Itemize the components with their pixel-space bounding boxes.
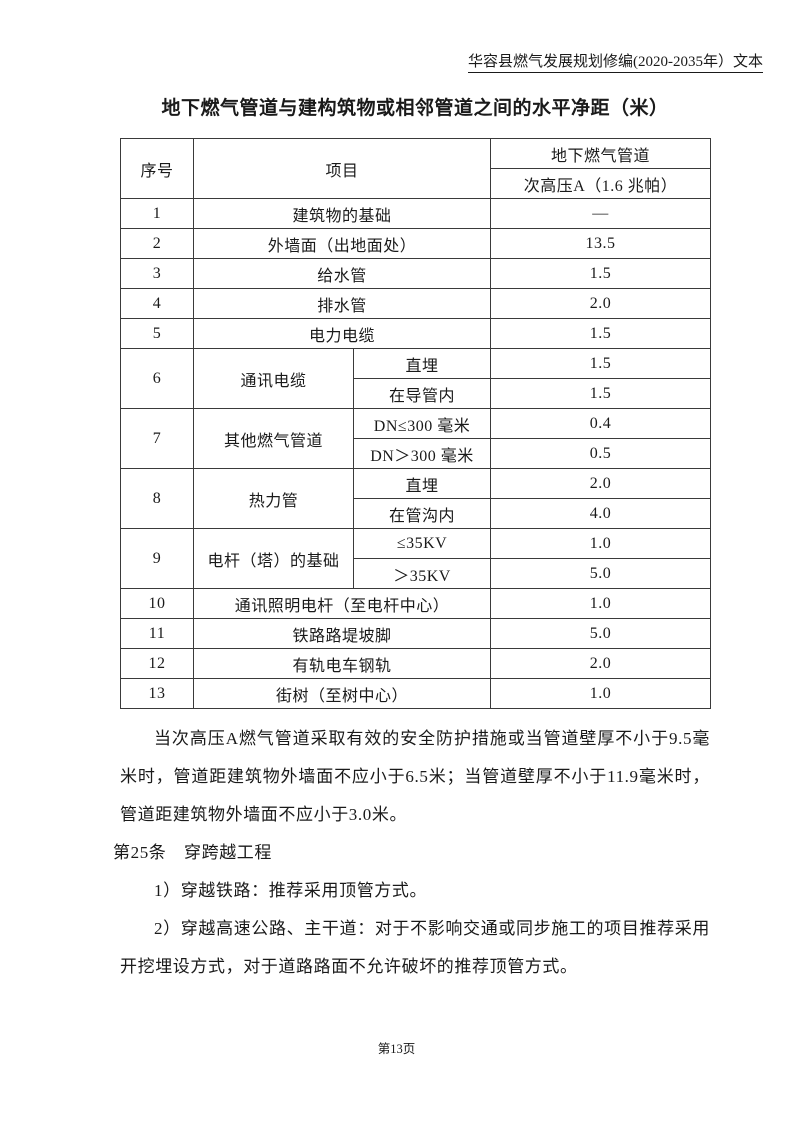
cell-sub-label: 直埋 bbox=[352, 348, 492, 379]
cell-value: — bbox=[490, 198, 712, 229]
cell-value: 1.5 bbox=[490, 348, 712, 379]
cell-value: 2.0 bbox=[490, 288, 712, 319]
table-row: 11 铁路路堤坡脚 5.0 bbox=[120, 618, 712, 649]
cell-no: 3 bbox=[120, 258, 194, 289]
table-row: 1 建筑物的基础 — bbox=[120, 198, 712, 229]
cell-value: 0.5 bbox=[490, 438, 712, 469]
table-row: 在管沟内 4.0 bbox=[121, 498, 712, 529]
table-row: DN＞300 毫米 0.5 bbox=[121, 438, 712, 469]
cell-item: 铁路路堤坡脚 bbox=[192, 618, 492, 649]
cell-no: 6 bbox=[120, 348, 194, 409]
page-title: 地下燃气管道与建构筑物或相邻管道之间的水平净距（米） bbox=[161, 98, 669, 119]
table-row: 2 外墙面（出地面处） 13.5 bbox=[120, 228, 712, 259]
table-row: 3 给水管 1.5 bbox=[120, 258, 712, 289]
clearance-table: 序号 项目 地下燃气管道 次高压A（1.6 兆帕） 1 建筑物的基础 — 2 外… bbox=[120, 138, 712, 709]
cell-no: 5 bbox=[120, 318, 194, 349]
cell-sub-label: DN≤300 毫米 bbox=[352, 408, 492, 439]
table-row: 13 街树（至树中心） 1.0 bbox=[120, 678, 712, 709]
cell-value: 1.0 bbox=[490, 588, 712, 619]
cell-item: 电杆（塔）的基础 bbox=[193, 528, 354, 589]
table-header-row: 序号 项目 地下燃气管道 bbox=[120, 138, 712, 199]
cell-value: 0.4 bbox=[490, 408, 712, 439]
table-row: 7 其他燃气管道 DN≤300 毫米 0.4 bbox=[120, 408, 712, 469]
cell-value: 5.0 bbox=[490, 618, 712, 649]
cell-value: 13.5 bbox=[490, 228, 712, 259]
table-row: 8 热力管 直埋 2.0 bbox=[120, 468, 712, 529]
cell-value: 1.5 bbox=[490, 258, 712, 289]
cell-sub-label: ＞35KV bbox=[352, 558, 492, 589]
cell-value: 5.0 bbox=[490, 558, 712, 589]
cell-no: 10 bbox=[120, 588, 194, 619]
header-cell-index: 序号 bbox=[120, 138, 194, 199]
header-cell-group: 地下燃气管道 bbox=[490, 138, 712, 169]
table-row: 10 通讯照明电杆（至电杆中心） 1.0 bbox=[120, 588, 712, 619]
cell-item: 建筑物的基础 bbox=[192, 198, 492, 229]
cell-item: 街树（至树中心） bbox=[192, 678, 492, 709]
cell-no: 13 bbox=[120, 678, 194, 709]
cell-item: 排水管 bbox=[192, 288, 492, 319]
cell-no: 7 bbox=[120, 408, 194, 469]
cell-item: 电力电缆 bbox=[192, 318, 492, 349]
cell-value: 1.5 bbox=[490, 318, 712, 349]
header-cell-item: 项目 bbox=[192, 138, 492, 199]
cell-sub-label: 在管沟内 bbox=[352, 498, 492, 529]
article-25-item-2: 2）穿越高速公路、主干道：对于不影响交通或同步施工的项目推荐采用开挖埋设方式，对… bbox=[120, 919, 710, 976]
cell-sub-label: 在导管内 bbox=[352, 378, 492, 409]
page-number: 第13页 bbox=[377, 1042, 416, 1056]
cell-sub-label: ≤35KV bbox=[352, 528, 492, 559]
cell-no: 8 bbox=[120, 468, 194, 529]
article-25-heading: 第25条 穿跨越工程 bbox=[113, 843, 272, 862]
cell-value: 2.0 bbox=[490, 468, 712, 499]
table-row: 4 排水管 2.0 bbox=[120, 288, 712, 319]
table-header-row: 次高压A（1.6 兆帕） bbox=[121, 168, 712, 199]
cell-item: 通讯电缆 bbox=[193, 348, 354, 409]
table-row: 9 电杆（塔）的基础 ≤35KV 1.0 bbox=[120, 528, 712, 589]
cell-no: 11 bbox=[120, 618, 194, 649]
document-header-text: 华容县燃气发展规划修编(2020-2035年）文本 bbox=[468, 54, 763, 73]
cell-value: 1.0 bbox=[490, 678, 712, 709]
cell-no: 9 bbox=[120, 528, 194, 589]
cell-no: 2 bbox=[120, 228, 194, 259]
cell-value: 2.0 bbox=[490, 648, 712, 679]
table-row: 5 电力电缆 1.5 bbox=[120, 318, 712, 349]
cell-item: 外墙面（出地面处） bbox=[192, 228, 492, 259]
cell-item: 其他燃气管道 bbox=[193, 408, 354, 469]
cell-item: 通讯照明电杆（至电杆中心） bbox=[192, 588, 492, 619]
cell-item: 有轨电车钢轨 bbox=[192, 648, 492, 679]
table-row: 6 通讯电缆 直埋 1.5 bbox=[120, 348, 712, 409]
cell-sub-label: 直埋 bbox=[352, 468, 492, 499]
table-row: 12 有轨电车钢轨 2.0 bbox=[120, 648, 712, 679]
cell-no: 12 bbox=[120, 648, 194, 679]
header-cell-sub: 次高压A（1.6 兆帕） bbox=[490, 168, 712, 199]
document-header: 华容县燃气发展规划修编(2020-2035年）文本 bbox=[120, 52, 763, 73]
cell-value: 1.0 bbox=[490, 528, 712, 559]
table-row: ＞35KV 5.0 bbox=[121, 558, 712, 589]
cell-no: 4 bbox=[120, 288, 194, 319]
cell-value: 1.5 bbox=[490, 378, 712, 409]
article-25-item-1: 1）穿越铁路：推荐采用顶管方式。 bbox=[154, 881, 428, 900]
cell-item: 热力管 bbox=[193, 468, 354, 529]
cell-item: 给水管 bbox=[192, 258, 492, 289]
note-paragraph: 当次高压A燃气管道采取有效的安全防护措施或当管道壁厚不小于9.5毫米时，管道距建… bbox=[120, 729, 710, 824]
cell-sub-label: DN＞300 毫米 bbox=[352, 438, 492, 469]
cell-no: 1 bbox=[120, 198, 194, 229]
cell-value: 4.0 bbox=[490, 498, 712, 529]
